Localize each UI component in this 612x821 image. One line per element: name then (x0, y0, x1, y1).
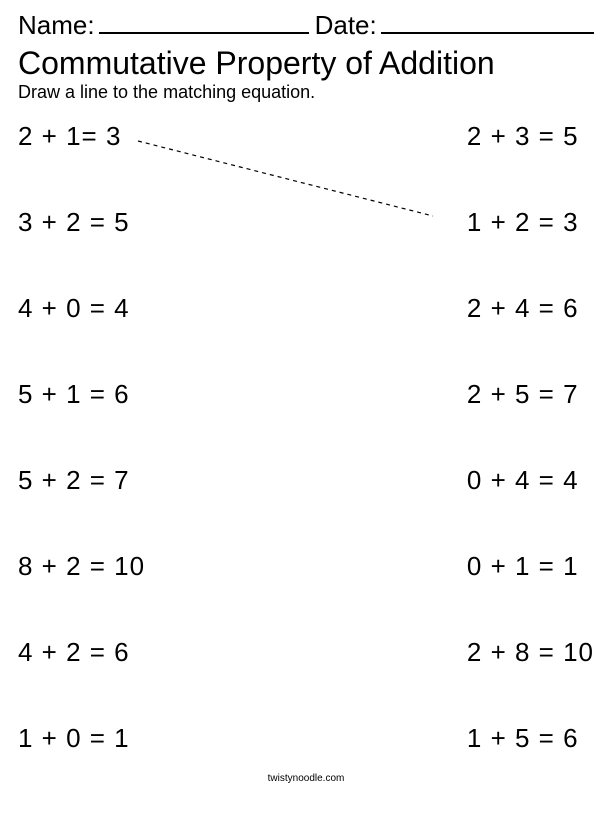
equation-left: 5 + 1 = 6 (18, 379, 130, 410)
right-column: 2 + 3 = 5 1 + 2 = 3 2 + 4 = 6 2 + 5 = 7 … (467, 121, 594, 754)
date-input-line[interactable] (381, 12, 594, 34)
left-column: 2 + 1= 3 3 + 2 = 5 4 + 0 = 4 5 + 1 = 6 5… (18, 121, 145, 754)
equations-area[interactable]: 2 + 1= 3 3 + 2 = 5 4 + 0 = 4 5 + 1 = 6 5… (18, 121, 594, 754)
equation-right: 1 + 5 = 6 (467, 723, 579, 754)
equation-right: 2 + 3 = 5 (467, 121, 579, 152)
footer-credit: twistynoodle.com (0, 773, 612, 784)
name-input-line[interactable] (99, 12, 309, 34)
name-label: Name: (18, 10, 95, 41)
header-row: Name: Date: (18, 10, 594, 41)
instructions-text: Draw a line to the matching equation. (18, 82, 594, 103)
date-label: Date: (315, 10, 377, 41)
equation-left: 4 + 0 = 4 (18, 293, 130, 324)
equation-left: 1 + 0 = 1 (18, 723, 130, 754)
equation-left: 5 + 2 = 7 (18, 465, 130, 496)
equation-left: 3 + 2 = 5 (18, 207, 130, 238)
equation-left: 2 + 1= 3 (18, 121, 121, 152)
equation-left: 8 + 2 = 10 (18, 551, 145, 582)
equation-left: 4 + 2 = 6 (18, 637, 130, 668)
equation-right: 0 + 4 = 4 (467, 465, 579, 496)
equation-right: 2 + 4 = 6 (467, 293, 579, 324)
page-title: Commutative Property of Addition (18, 45, 594, 82)
equation-right: 1 + 2 = 3 (467, 207, 579, 238)
equation-right: 2 + 5 = 7 (467, 379, 579, 410)
equation-right: 2 + 8 = 10 (467, 637, 594, 668)
equation-right: 0 + 1 = 1 (467, 551, 579, 582)
